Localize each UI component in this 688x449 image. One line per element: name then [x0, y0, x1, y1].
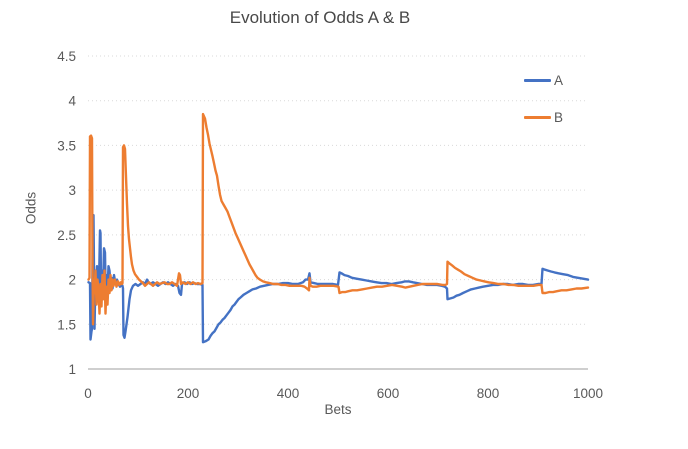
legend-item-a: A — [524, 70, 563, 90]
x-tick-label: 200 — [177, 386, 200, 401]
series-a-line — [87, 213, 590, 344]
x-tick-label: 400 — [277, 386, 300, 401]
x-tick-label: 600 — [377, 386, 400, 401]
chart-title: Evolution of Odds A & B — [229, 8, 411, 27]
legend-label-a: A — [554, 72, 564, 88]
x-tick-label: 0 — [84, 386, 92, 401]
y-tick-label: 2.5 — [57, 228, 76, 243]
y-tick-label: 2 — [68, 273, 76, 288]
legend-swatch-b-line — [524, 115, 551, 119]
x-tick-label: 800 — [477, 386, 500, 401]
y-tick-label: 3 — [68, 183, 76, 198]
y-tick-label: 4.5 — [57, 49, 76, 64]
legend-swatch-a-line — [524, 78, 551, 82]
series-b-line — [87, 112, 590, 326]
legend-item-b: B — [524, 107, 563, 127]
y-tick-label: 1.5 — [57, 317, 76, 332]
y-tick-label: 1 — [68, 362, 76, 377]
y-tick-label: 3.5 — [57, 138, 76, 153]
x-axis-label: Bets — [324, 402, 352, 417]
x-tick-label: 1000 — [573, 386, 603, 401]
legend: A B — [524, 70, 563, 127]
y-tick-label: 4 — [68, 94, 76, 109]
legend-label-b: B — [554, 109, 564, 125]
